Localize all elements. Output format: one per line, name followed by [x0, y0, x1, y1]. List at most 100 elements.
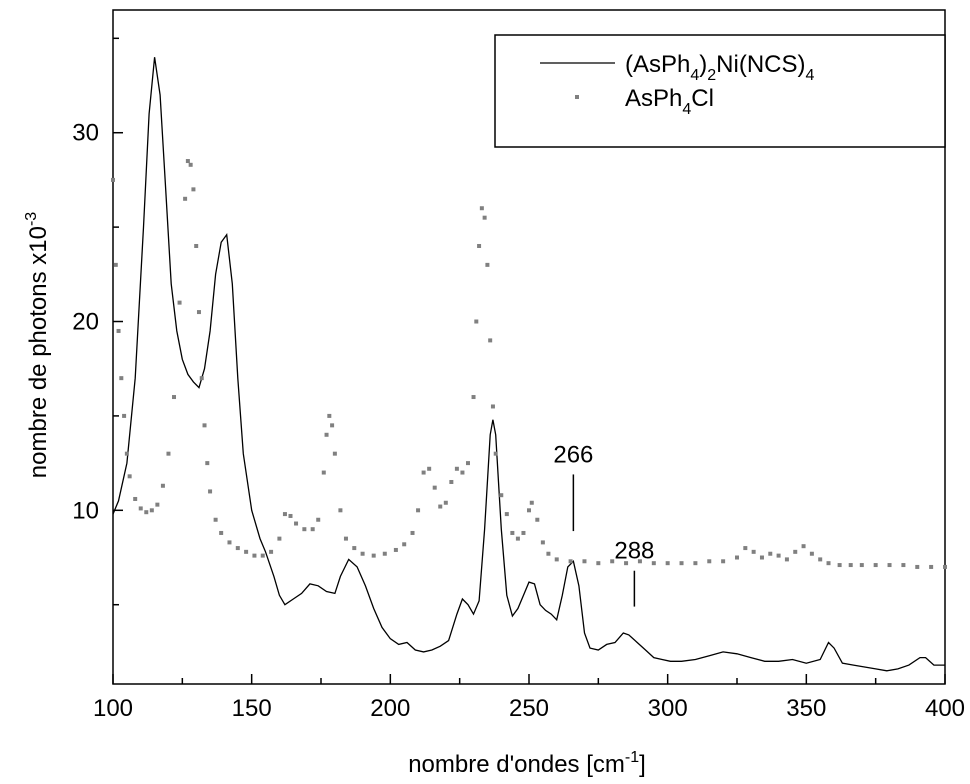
data-point	[735, 555, 739, 560]
data-point	[252, 553, 257, 558]
data-point	[235, 546, 240, 551]
data-point	[504, 512, 509, 517]
data-point	[410, 530, 415, 535]
data-point	[188, 162, 193, 167]
annotation-label: 266	[553, 441, 593, 468]
y-label-sup: -3	[23, 212, 40, 226]
data-point	[490, 404, 495, 409]
data-point	[199, 376, 204, 381]
data-point	[302, 527, 307, 532]
data-point	[837, 563, 842, 568]
data-point	[310, 527, 315, 532]
x-tick-label: 100	[93, 695, 133, 722]
data-point	[194, 243, 199, 248]
data-point	[196, 310, 201, 315]
data-point	[202, 423, 207, 428]
data-point	[477, 243, 482, 248]
data-point	[915, 564, 920, 569]
y-tick-label: 10	[72, 497, 99, 524]
data-point	[219, 530, 224, 535]
data-point	[113, 262, 118, 267]
data-point	[127, 474, 132, 479]
data-point	[119, 376, 124, 381]
x-label-sup: -1	[625, 749, 639, 766]
data-point	[260, 553, 265, 558]
data-point	[474, 319, 479, 324]
data-point	[416, 508, 421, 513]
data-point	[352, 546, 357, 551]
data-point	[294, 521, 299, 526]
data-point	[482, 215, 487, 220]
data-point	[327, 413, 332, 418]
x-axis-label: nombre d'ondes [cm-1]	[408, 749, 646, 778]
data-point	[332, 451, 337, 456]
data-point	[402, 542, 407, 547]
data-point	[191, 187, 196, 192]
data-point	[172, 395, 177, 400]
data-point	[443, 500, 448, 505]
data-point	[432, 485, 437, 490]
data-point	[510, 530, 515, 535]
data-point	[155, 502, 160, 507]
data-point	[471, 395, 476, 400]
data-point	[244, 549, 249, 554]
data-point	[818, 557, 823, 562]
data-line	[112, 57, 945, 672]
data-point	[901, 563, 906, 568]
data-point	[166, 451, 171, 456]
data-point	[465, 461, 470, 466]
data-point	[784, 557, 789, 562]
data-point	[371, 553, 376, 558]
data-point	[826, 561, 831, 566]
data-point	[438, 504, 443, 509]
data-point	[282, 512, 287, 517]
data-point	[809, 551, 814, 556]
data-point	[213, 517, 218, 522]
data-point	[338, 508, 343, 513]
data-point	[427, 466, 432, 471]
data-point	[848, 563, 853, 568]
legend-label: (AsPh4)2Ni(NCS)4	[625, 51, 815, 84]
data-point	[208, 489, 213, 494]
data-point	[116, 328, 121, 333]
data-point	[929, 564, 934, 569]
data-point	[488, 338, 493, 343]
legend-box	[494, 34, 946, 148]
data-point	[122, 413, 127, 418]
data-point	[449, 479, 454, 484]
data-point	[460, 470, 465, 475]
x-tick-label: 150	[232, 695, 272, 722]
legend-label: AsPh4Cl	[625, 85, 714, 118]
data-point	[637, 559, 642, 564]
data-point	[873, 563, 878, 568]
data-point	[133, 496, 138, 501]
legend-marker	[575, 95, 579, 99]
data-point	[183, 196, 188, 201]
data-point	[535, 517, 540, 522]
data-point	[527, 508, 531, 513]
data-point	[759, 555, 764, 560]
data-point	[801, 544, 806, 549]
data-point	[540, 540, 545, 545]
data-point	[943, 564, 947, 569]
y-label-text: nombre de photons x10	[25, 226, 52, 478]
data-point	[859, 563, 864, 568]
data-point	[546, 551, 551, 556]
data-point	[743, 546, 748, 551]
data-point	[515, 536, 520, 541]
data-point	[138, 506, 143, 511]
x-tick-label: 350	[786, 695, 826, 722]
data-point	[679, 561, 684, 566]
data-point	[227, 540, 232, 545]
data-point	[651, 561, 656, 566]
data-point	[582, 559, 587, 564]
data-point	[177, 300, 182, 305]
x-tick-label: 400	[925, 695, 965, 722]
data-point	[288, 513, 293, 518]
y-axis-label: nombre de photons x10-3	[23, 212, 52, 479]
data-point	[149, 508, 154, 513]
data-point	[144, 510, 149, 515]
data-point	[610, 559, 615, 564]
data-point	[793, 549, 798, 554]
data-point	[321, 470, 326, 475]
